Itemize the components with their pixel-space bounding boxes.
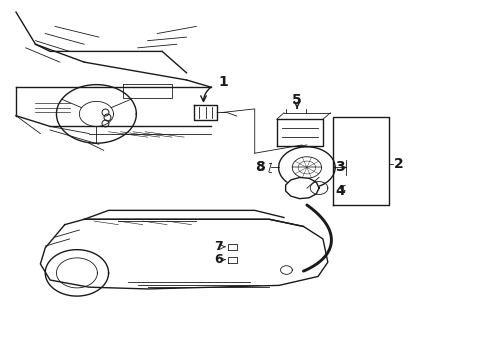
Polygon shape — [286, 177, 319, 199]
Text: 6: 6 — [214, 253, 223, 266]
Text: 2: 2 — [393, 157, 403, 171]
Text: 7: 7 — [214, 240, 223, 253]
Text: 4: 4 — [335, 184, 345, 198]
Text: 5: 5 — [292, 94, 302, 108]
Text: 8: 8 — [255, 161, 265, 175]
Text: 1: 1 — [218, 75, 228, 89]
Text: 3: 3 — [335, 161, 345, 175]
